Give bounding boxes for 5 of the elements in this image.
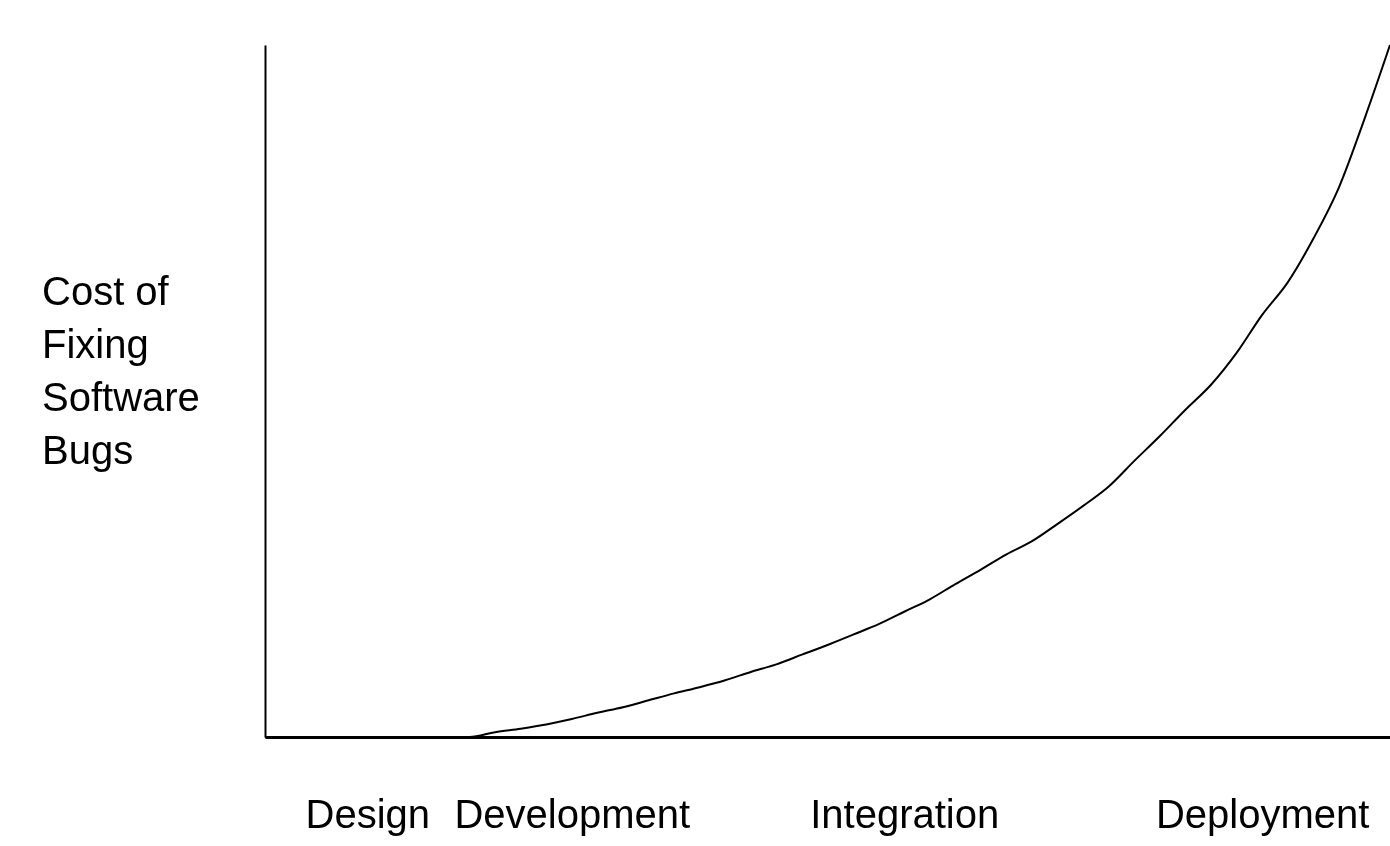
- x-tick-label: Deployment: [1155, 791, 1370, 836]
- y-axis-title: Cost of Fixing Software Bugs: [42, 268, 201, 474]
- x-tick-label: Integration: [810, 791, 1000, 836]
- x-tick-label: Development: [454, 791, 691, 836]
- x-tick-label: Design: [305, 791, 431, 836]
